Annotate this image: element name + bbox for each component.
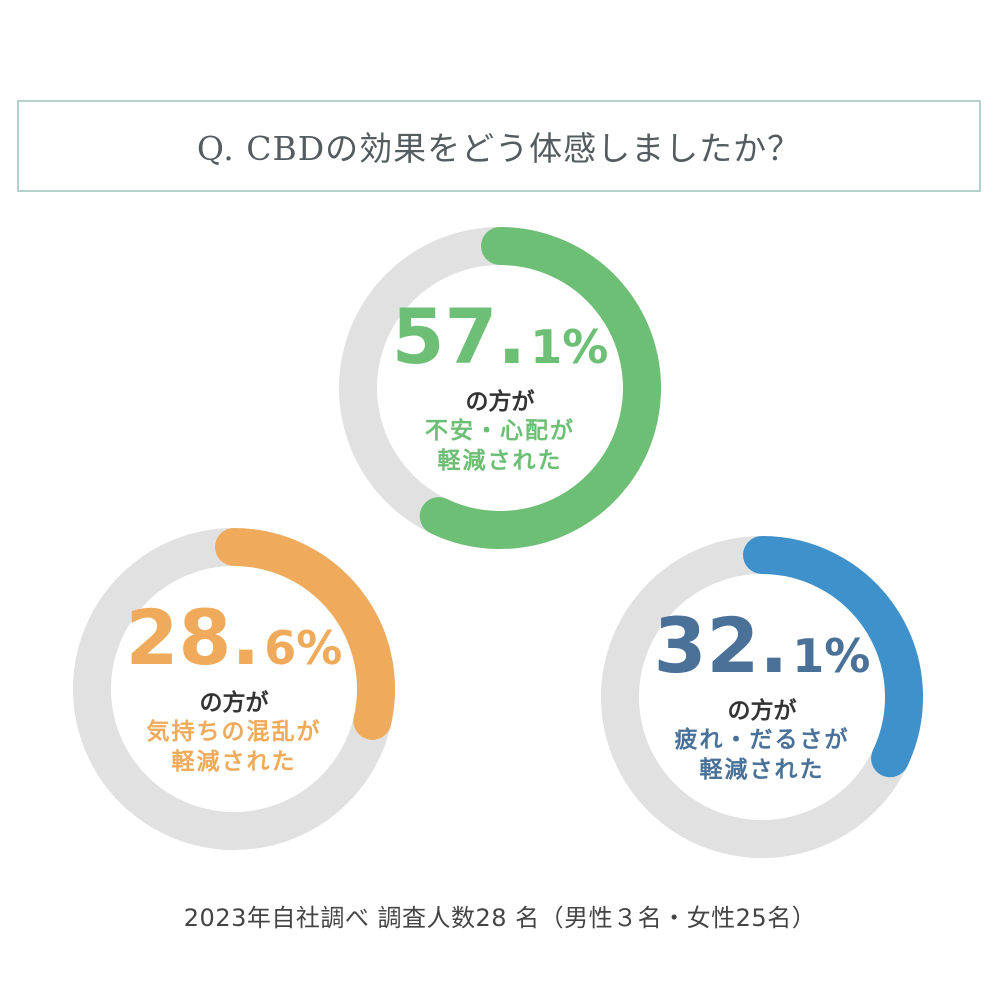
donut-anxiety-svg: [339, 227, 661, 549]
caption-line1: の方が: [199, 690, 269, 717]
donut-center: 57.1% の方が 不安・心配が 軽減された: [330, 218, 670, 558]
caption-line3: 軽減された: [171, 748, 297, 775]
question-box: Q. CBDの効果をどう体感しましたか？: [17, 100, 981, 192]
survey-footnote: 2023年自社調べ 調査人数28 名（男性３名・女性25名）: [183, 904, 817, 932]
pct-integer: 28.: [125, 593, 261, 683]
donut-arc-anxiety: [419, 227, 661, 549]
percentage-label: 57.1%: [392, 299, 609, 375]
pct-sign: %: [296, 621, 343, 676]
pct-decimal: 6: [264, 621, 297, 676]
pct-sign: %: [824, 629, 871, 684]
question-text: Q. CBDの効果をどう体感しましたか？: [196, 129, 802, 168]
caption-line3: 軽減された: [699, 756, 825, 783]
donut-center: 28.6% の方が 気持ちの混乱が 軽減された: [64, 519, 404, 859]
donut-fatigue: 32.1% の方が 疲れ・だるさが 軽減された: [592, 527, 932, 867]
percentage-label: 32.1%: [654, 608, 871, 684]
donut-center: 32.1% の方が 疲れ・だるさが 軽減された: [592, 527, 932, 867]
pct-decimal: 1: [530, 320, 563, 375]
pct-integer: 57.: [391, 292, 527, 382]
percentage-label: 28.6%: [126, 600, 343, 676]
caption-line2: 疲れ・だるさが: [674, 726, 850, 753]
donut-mood-svg: [73, 528, 395, 850]
donut-anxiety: 57.1% の方が 不安・心配が 軽減された: [330, 218, 670, 558]
donut-arc-mood: [215, 528, 395, 740]
donut-mood: 28.6% の方が 気持ちの混乱が 軽減された: [64, 519, 404, 859]
caption-line1: の方が: [727, 698, 797, 725]
caption-line3: 軽減された: [437, 447, 563, 474]
pct-sign: %: [562, 320, 609, 375]
caption-line2: 気持ちの混乱が: [146, 718, 322, 745]
donut-arc-fatigue: [743, 536, 923, 778]
pct-integer: 32.: [653, 601, 789, 691]
pct-decimal: 1: [792, 629, 825, 684]
donut-fatigue-svg: [601, 536, 923, 858]
caption-line2: 不安・心配が: [425, 417, 575, 444]
caption-line1: の方が: [465, 389, 535, 416]
